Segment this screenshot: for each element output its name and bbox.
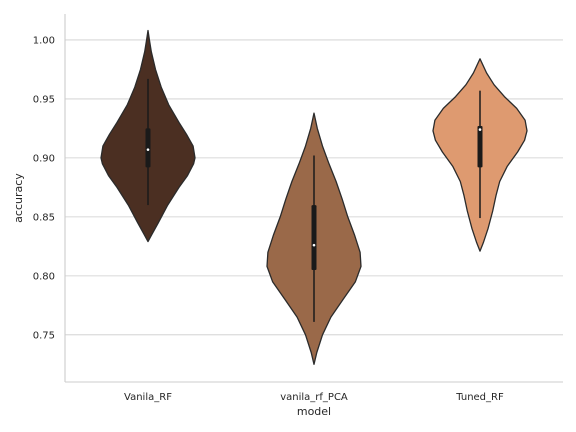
y-axis-label: accuracy [12, 173, 25, 223]
median-marker [146, 148, 150, 151]
y-tick-label: 0.80 [33, 271, 55, 282]
y-tick-label: 0.75 [33, 330, 55, 341]
y-tick-label: 0.95 [33, 94, 55, 105]
median-marker [312, 243, 316, 247]
median-marker [478, 128, 482, 131]
x-tick-label: vanila_rf_PCA [280, 392, 348, 403]
x-tick-labels: Vanila_RF vanila_rf_PCA Tuned_RF [124, 392, 504, 403]
iqr-box [477, 126, 483, 168]
y-tick-label: 0.85 [33, 212, 55, 223]
y-tick-labels: 0.75 0.80 0.85 0.90 0.95 1.00 [33, 35, 55, 341]
x-tick-label: Vanila_RF [124, 392, 172, 403]
violins [100, 29, 528, 365]
violin-group [100, 29, 196, 243]
y-tick-label: 1.00 [33, 35, 55, 46]
iqr-box [311, 205, 317, 270]
violin-group [266, 112, 362, 365]
x-tick-label: Tuned_RF [455, 392, 504, 403]
y-tick-label: 0.90 [33, 153, 55, 164]
violin-group [432, 58, 528, 252]
iqr-box [145, 128, 151, 168]
x-axis-label: model [297, 405, 331, 418]
